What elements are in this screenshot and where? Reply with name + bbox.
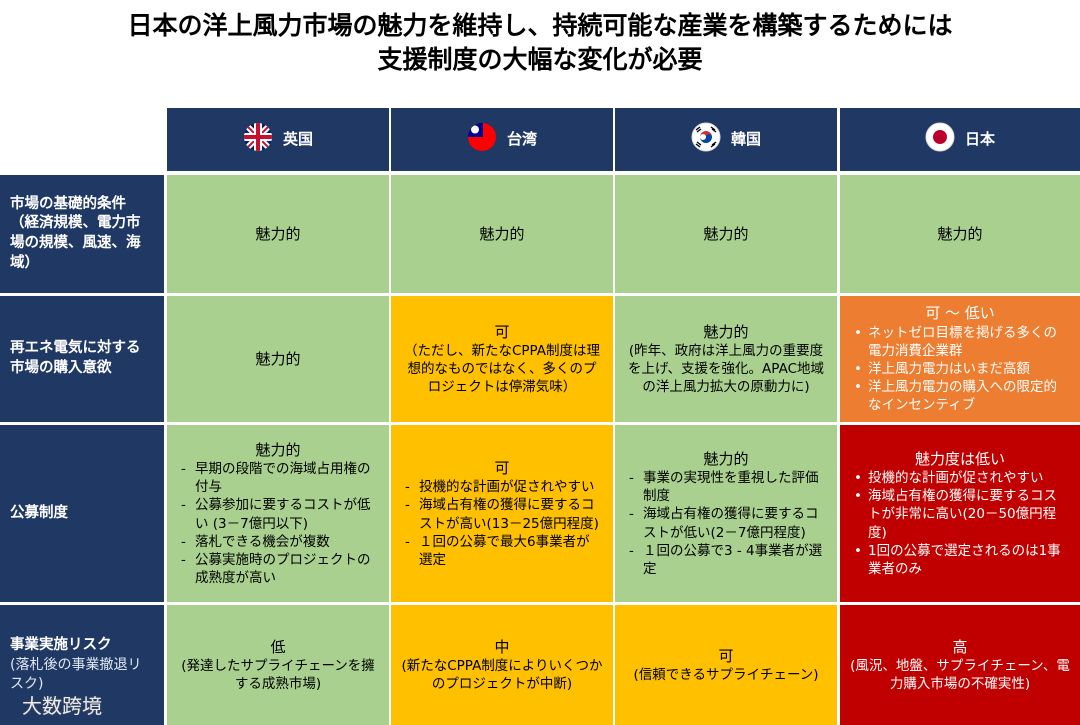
bullet-item: 海域占有権の獲得に要するコストが低い(2－7億円程度) xyxy=(629,505,827,541)
bullet-list: ネットゼロ目標を掲げる多くの電力消費企業群洋上風力電力はいまだ高額洋上風力電力の… xyxy=(850,324,1070,415)
rating: 可 xyxy=(494,458,510,477)
rating: 可 xyxy=(718,646,734,665)
rating: 高 xyxy=(952,637,968,656)
table-cell: 低 (発達したサプライチェーンを擁する成熟市場) xyxy=(167,605,389,725)
table-cell: 可 ～ 低いネットゼロ目標を掲げる多くの電力消費企業群洋上風力電力はいまだ高額洋… xyxy=(840,296,1080,422)
column-header-label: 日本 xyxy=(964,130,995,149)
bullet-item: 落札できる機会が複数 xyxy=(181,533,379,551)
column-header: 韓国 xyxy=(615,108,837,171)
bullet-item: 1回の公募で選定されるのは1事業者のみ xyxy=(854,542,1070,578)
rating: 中 xyxy=(494,637,510,656)
bullet-item: 公募実施時のプロジェクトの成熟度が高い xyxy=(181,551,379,587)
row-header: 公募制度 xyxy=(0,425,164,602)
cell-text: (風況、地盤、サプライチェーン、電力購入市場の不確実性) xyxy=(850,657,1070,693)
cell-text: (信頼できるサプライチェーン) xyxy=(633,667,819,684)
column-header-label: 英国 xyxy=(282,130,313,149)
rating: 魅力的 xyxy=(703,449,749,468)
table-cell: 魅力的 xyxy=(840,175,1080,293)
watermark: 大数跨境 xyxy=(22,694,102,718)
bullet-item: 早期の段階での海域占用権の付与 xyxy=(181,460,379,496)
rating: 低 xyxy=(270,637,286,656)
column-header-label: 台湾 xyxy=(506,130,537,149)
bullet-item: 公募参加に要するコストが低い (3－7億円以下) xyxy=(181,496,379,532)
bullet-item: 投機的な計画が促されやすい xyxy=(854,469,1070,487)
table-cell: 魅力的 xyxy=(167,296,389,422)
bullet-list: 投機的な計画が促されやすい海域占有権の獲得に要するコストが非常に高い(20－50… xyxy=(850,469,1070,578)
cell-text: (発達したサプライチェーンを擁する成熟市場) xyxy=(181,657,375,693)
column-header: 日本 xyxy=(840,108,1080,171)
row-header-label: 公募制度 xyxy=(10,504,68,521)
rating: 可 ～ 低い xyxy=(925,304,995,323)
flag-icon xyxy=(925,122,955,157)
title-line: 支援制度の大幅な変化が必要 xyxy=(377,45,703,74)
row-header: 再エネ電気に対する市場の購入意欲 xyxy=(0,296,164,422)
bullet-item: 投機的な計画が促されやすい xyxy=(405,478,603,496)
flag-icon xyxy=(467,122,497,157)
column-header: 英国 xyxy=(167,108,389,171)
bullet-list: 早期の段階での海域占用権の付与公募参加に要するコストが低い (3－7億円以下)落… xyxy=(177,460,379,588)
row-header-label: 市場の基礎的条件（経済規模、電力市場の規模、風速、海域） xyxy=(10,195,141,271)
cell-text: (新たなCPPA制度によりいくつかのプロジェクトが中断) xyxy=(401,657,603,693)
row-subheader: (落札後の事業撤退リスク) xyxy=(10,656,142,692)
column-header: 台湾 xyxy=(391,108,613,171)
rating: 魅力的 xyxy=(255,440,301,459)
flag-icon xyxy=(243,122,273,157)
rating: 魅力的 xyxy=(255,224,301,243)
bullet-item: １回の公募で3 - 4事業者が選定 xyxy=(629,542,827,578)
rating: 魅力的 xyxy=(703,322,749,341)
title-line: 日本の洋上風力市場の魅力を維持し、持続可能な産業を構築するためには xyxy=(127,11,953,40)
column-header-label: 韓国 xyxy=(730,130,761,149)
bullet-item: 洋上風力電力の購入への限定的なインセンティブ xyxy=(854,378,1070,414)
bullet-list: 事業の実現性を重視した評価制度海域占有権の獲得に要するコストが低い(2－7億円程… xyxy=(625,469,827,578)
table-cell: 可 (信頼できるサプライチェーン) xyxy=(615,605,837,725)
rating: 魅力的 xyxy=(255,349,301,368)
rating: 魅力的 xyxy=(479,224,525,243)
cell-text: （ただし、新たなCPPA制度は理想的なものではなく、多くのプロジェクトは停滞気味… xyxy=(403,342,601,396)
bullet-item: 海域占有権の獲得に要するコストが非常に高い(20－50億円程度) xyxy=(854,487,1070,542)
bullet-list: 投機的な計画が促されやすい海域占有権の獲得に要するコストが高い(13－25億円程… xyxy=(401,478,603,569)
table-cell: 高 (風況、地盤、サプライチェーン、電力購入市場の不確実性) xyxy=(840,605,1080,725)
bullet-item: 海域占有権の獲得に要するコストが高い(13－25億円程度) xyxy=(405,496,603,532)
rating: 魅力的 xyxy=(937,224,983,243)
row-header-label: 再エネ電気に対する市場の購入意欲 xyxy=(10,340,141,376)
table-cell: 可（ただし、新たなCPPA制度は理想的なものではなく、多くのプロジェクトは停滞気… xyxy=(391,296,613,422)
row-header: 市場の基礎的条件（経済規模、電力市場の規模、風速、海域） xyxy=(0,175,164,293)
table-cell: 魅力的 xyxy=(167,175,389,293)
rating: 魅力的 xyxy=(703,224,749,243)
table-cell: 中 (新たなCPPA制度によりいくつかのプロジェクトが中断) xyxy=(391,605,613,725)
table-cell: 魅力度は低い投機的な計画が促されやすい海域占有権の獲得に要するコストが非常に高い… xyxy=(840,425,1080,602)
table-cell: 魅力的早期の段階での海域占用権の付与公募参加に要するコストが低い (3－7億円以… xyxy=(167,425,389,602)
row-header-label: 事業実施リスク xyxy=(10,637,112,654)
flag-icon xyxy=(691,122,721,157)
bullet-item: 事業の実現性を重視した評価制度 xyxy=(629,469,827,505)
table-cell: 可投機的な計画が促されやすい海域占有権の獲得に要するコストが高い(13－25億円… xyxy=(391,425,613,602)
bullet-item: １回の公募で最大6事業者が選定 xyxy=(405,533,603,569)
bullet-item: ネットゼロ目標を掲げる多くの電力消費企業群 xyxy=(854,324,1070,360)
rating: 魅力度は低い xyxy=(914,449,1005,468)
table-cell: 魅力的事業の実現性を重視した評価制度海域占有権の獲得に要するコストが低い(2－7… xyxy=(615,425,837,602)
table-cell: 魅力的 xyxy=(391,175,613,293)
row-header: 事業実施リスク (落札後の事業撤退リスク) xyxy=(0,605,164,725)
table-cell: 魅力的 (昨年、政府は洋上風力の重要度を上げ、支援を強化。APAC地域の洋上風力拡… xyxy=(615,296,837,422)
table-cell: 魅力的 xyxy=(615,175,837,293)
bullet-item: 洋上風力電力はいまだ高額 xyxy=(854,360,1070,378)
rating: 可 xyxy=(494,322,510,341)
cell-text: (昨年、政府は洋上風力の重要度を上げ、支援を強化。APAC地域の洋上風力拡大の原… xyxy=(628,342,824,396)
